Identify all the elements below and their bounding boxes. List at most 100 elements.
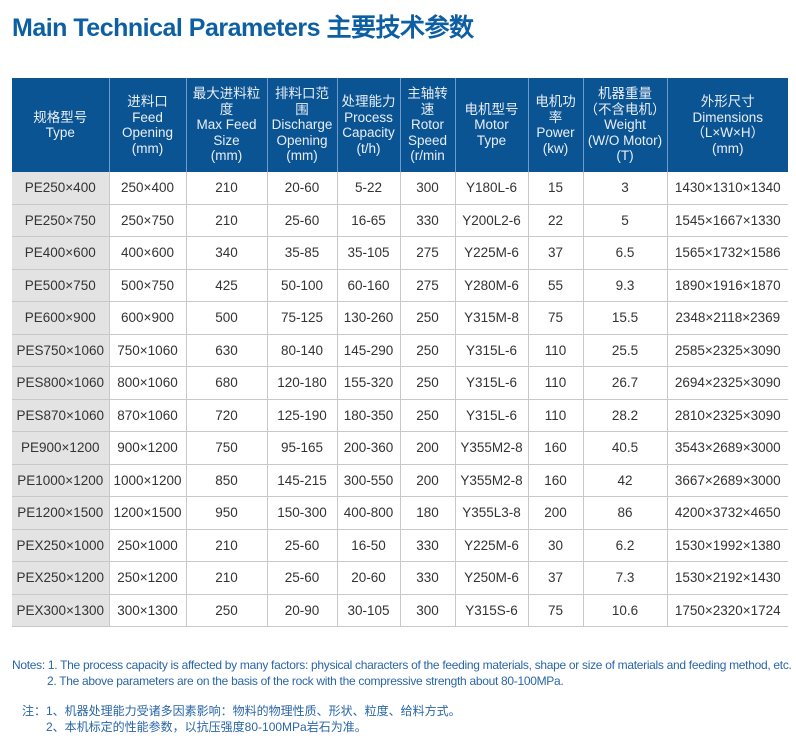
column-header-line: 电机功率 [535,94,576,125]
column-header-line: Size [213,132,240,148]
table-cell: 250 [399,301,455,335]
table-cell: 1750×2320×1724 [666,594,788,627]
table-cell: 5 [582,204,667,237]
note-2: 2. The above parameters are on the basis… [47,674,564,688]
table-cell: 300 [399,594,455,627]
table-cell: 3667×2689×3000 [666,464,788,497]
column-header-line: Process [344,109,393,125]
table-cell: 22 [527,204,583,237]
column-header: 排料口范围 Discharge Opening (mm) [266,78,337,172]
table-cell: 720 [185,399,267,432]
column-header-line: 最大进料粒度 [192,86,261,117]
table-cell: 155-320 [336,366,400,400]
table-cell: 2694×2325×3090 [666,366,788,400]
table-cell: 60-160 [336,269,400,302]
table-cell: 35-105 [336,236,400,270]
table-row: PES870×1060 870×1060 720 125-190 180-350 250 Y… [12,399,788,432]
model-cell: PE250×750 [12,204,109,237]
table-cell: 6.5 [582,236,667,270]
model-cell: PES750×1060 [12,334,109,367]
column-header-line: (W/O Motor) [587,132,663,148]
table-cell: 1890×1916×1870 [666,269,788,302]
model-cell: PEX250×1200 [12,561,109,595]
column-header: 机器重量 （不含电机） Weight (W/O Motor) (T) [582,78,667,172]
table-cell: 4200×3732×4650 [666,496,788,530]
column-header: 进料口 Feed Opening (mm) [108,78,186,172]
column-header-line: Weight [604,117,646,133]
table-cell: 145-290 [336,334,400,367]
table-row: PE900×1200 900×1200 750 95-165 200-360 200 Y35… [12,431,788,465]
table-cell: 55 [527,269,583,302]
column-header-line: Type [45,125,75,140]
table-cell: 110 [527,399,583,432]
table-cell: 120-180 [266,366,337,400]
table-cell: 250×1200 [108,561,186,595]
table-cell: 2348×2118×2369 [666,301,788,335]
column-header-line: 规格型号 [33,109,88,125]
table-cell: 40.5 [582,431,667,465]
column-header-line: Dimensions [692,109,764,125]
table-cell: 680 [185,366,267,400]
table-cell: Y315L-6 [454,366,528,400]
column-header-line: 机器重量 [598,86,652,102]
column-header: 规格型号 Type [12,78,109,172]
model-cell: PEX300×1300 [12,594,109,627]
table-cell: 300 [399,172,455,205]
table-cell: Y180L-6 [454,172,528,205]
notes-english: Notes: 1. The process capacity is affect… [12,657,792,689]
table-cell: Y315L-6 [454,334,528,367]
table-cell: 95-165 [266,431,337,465]
table-cell: 330 [399,529,455,562]
table-cell: 42 [582,464,667,497]
model-cell: PEX250×1000 [12,529,109,562]
table-cell: 110 [527,334,583,367]
column-header-line: Feed [132,109,163,125]
table-cell: 500 [185,301,267,335]
column-header-line: Motor [474,117,509,133]
table-row: PE250×400 250×400 210 20-60 5-22 300 Y180L-6 15… [12,172,788,205]
header-row: 规格型号 Type 进料口 Feed Opening (mm) 最大进料粒度 Max Feed… [12,78,788,172]
table-cell: Y315L-6 [454,399,528,432]
column-header-line: Opening [121,125,174,140]
table-cell: 37 [527,561,583,595]
table-cell: 3543×2689×3000 [666,431,788,465]
table-cell: 250 [185,594,267,627]
table-cell: 25-60 [266,529,337,562]
table-row: PEX300×1300 300×1300 250 20-90 30-105 300 Y315… [12,594,788,627]
parameters-table: 规格型号 Type 进料口 Feed Opening (mm) 最大进料粒度 Max Feed… [12,78,788,627]
table-row: PEX250×1200 250×1200 210 25-60 20-60 330 Y250M… [12,561,788,595]
table-cell: 1200×1500 [108,496,186,530]
table-cell: 600×900 [108,301,186,335]
column-header-line: Max Feed [196,117,257,133]
table-cell: 180-350 [336,399,400,432]
table-cell: 15 [527,172,583,205]
column-header-line: （L×W×H） [691,125,765,140]
table-cell: 750×1060 [108,334,186,367]
table-cell: 80-140 [266,334,337,367]
table-cell: 6.2 [582,529,667,562]
table-cell: 30 [527,529,583,562]
table-cell: 3 [582,172,667,205]
table-row: PE1200×1500 1200×1500 950 150-300 400-800 180… [12,496,788,530]
column-header: 外形尺寸 Dimensions （L×W×H） (mm) [666,78,788,172]
table-cell: Y315M-8 [454,301,528,335]
model-cell: PE900×1200 [12,431,109,465]
table-cell: 200-360 [336,431,400,465]
table-cell: 250 [399,399,455,432]
table-cell: Y200L2-6 [454,204,528,237]
table-cell: 200 [399,464,455,497]
column-header-line: Opening [276,132,328,148]
table-cell: Y315S-6 [454,594,528,627]
table-cell: 16-65 [336,204,400,237]
model-cell: PES870×1060 [12,399,109,432]
table-cell: 160 [527,464,583,497]
table-cell: 180 [399,496,455,530]
column-header-line: Capacity [342,125,395,140]
table-cell: Y280M-6 [454,269,528,302]
table-cell: 275 [399,269,455,302]
table-cell: 500×750 [108,269,186,302]
table-cell: 850 [185,464,267,497]
column-header-line: Type [476,132,507,148]
table-cell: 250 [399,334,455,367]
table-cell: 275 [399,236,455,270]
